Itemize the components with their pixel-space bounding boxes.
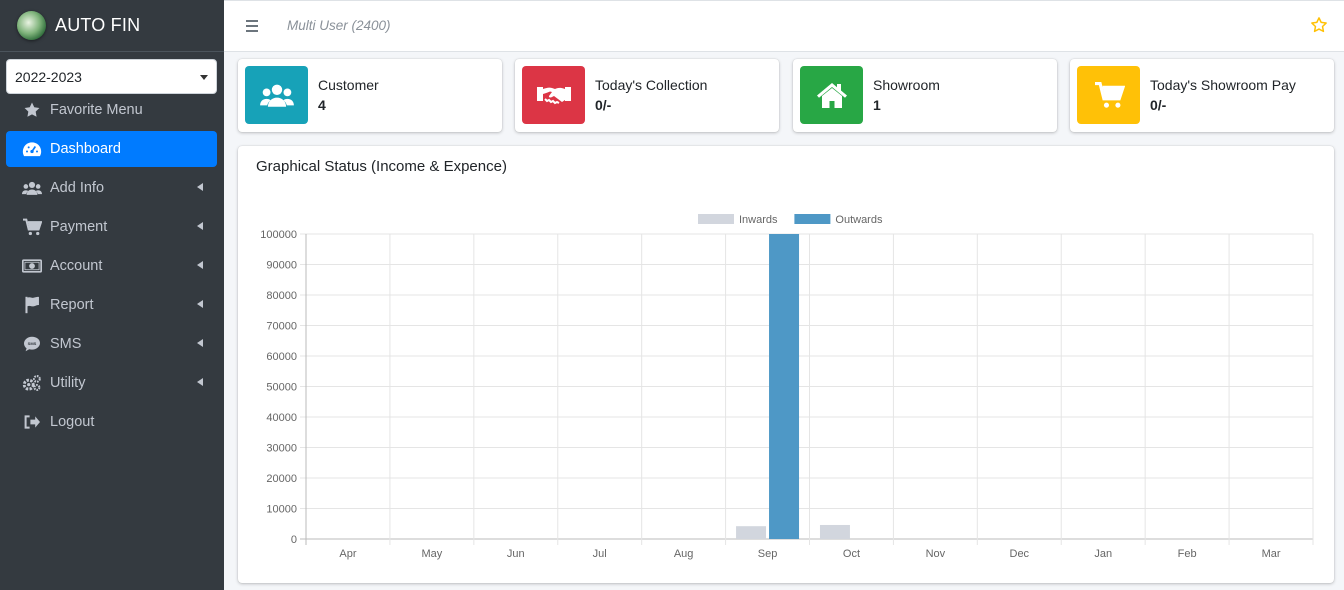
hamburger-menu-icon[interactable] [246,20,258,35]
users-icon [245,66,308,124]
logout-icon [22,412,42,432]
sms-icon: SMS [22,334,42,354]
legend-label: Inwards [739,214,778,226]
x-tick-label: Apr [339,548,356,560]
info-box-label: Customer [318,77,379,93]
users-icon [22,178,42,198]
x-tick-label: Dec [1010,548,1030,560]
y-tick-label: 60000 [266,351,297,363]
sidebar-item-favorite-menu[interactable]: Favorite Menu [6,92,217,128]
graphical-status-card: Graphical Status (Income & Expence) 0 100… [238,146,1334,583]
bar-inwards [819,524,850,539]
star-icon [22,100,42,120]
chevron-left-icon [197,261,203,269]
financial-year-value: 2022-2023 [15,68,82,85]
info-box-value: 4 [318,97,326,113]
x-tick-label: Jun [507,548,525,560]
y-tick-label: 70000 [266,321,297,333]
x-tick-label: Feb [1178,548,1197,560]
brand-logo [17,11,46,40]
y-tick-label: 20000 [266,473,297,485]
chevron-left-icon [197,222,203,230]
chevron-left-icon [197,378,203,386]
dashboard-icon [22,139,42,159]
x-tick-label: Mar [1262,548,1281,560]
cogs-icon [22,373,42,393]
x-tick-label: Jan [1094,548,1112,560]
y-tick-label: 80000 [266,290,297,302]
sidebar-item-label: Favorite Menu [50,102,143,118]
x-tick-label: Jul [593,548,607,560]
info-box-label: Showroom [873,77,940,93]
info-box-value: 0/- [595,97,612,113]
sidebar-item-label: Logout [50,414,95,430]
sidebar-item-label: Account [50,258,103,274]
sidebar-item-account[interactable]: Account [6,248,217,284]
y-tick-label: 50000 [266,382,297,394]
sidebar-nav: Favorite Menu Dashboard Add Info Payment [0,92,224,443]
sidebar-item-report[interactable]: Report [6,287,217,323]
sidebar-item-utility[interactable]: Utility [6,365,217,401]
y-tick-label: 30000 [266,443,297,455]
user-label: Multi User (2400) [287,18,391,33]
y-tick-label: 100000 [260,229,297,241]
sidebar-item-label: SMS [50,336,82,352]
sidebar-item-label: Report [50,297,94,313]
legend-label: Outwards [835,214,883,226]
cart-icon [1077,66,1140,124]
bar-outwards [769,234,800,539]
income-expense-bar-chart: 0 10000 20000 30000 40000 50000 60000 70000 8000… [260,214,1314,560]
info-box-customer[interactable]: Customer 4 [238,59,502,132]
x-tick-label: Nov [926,548,946,560]
chevron-left-icon [197,183,203,191]
sidebar-item-dashboard[interactable]: Dashboard [6,131,217,167]
x-tick-label: Oct [843,548,860,560]
brand-title: AUTO FIN [55,15,141,35]
sidebar: AUTO FIN 2022-2023 Favorite Menu Dashboa… [0,0,224,590]
info-box-value: 1 [873,97,881,113]
sidebar-item-label: Payment [50,219,108,235]
legend-swatch-inwards [698,214,734,224]
sidebar-item-sms[interactable]: SMS SMS [6,326,217,362]
sidebar-item-logout[interactable]: Logout [6,404,217,440]
x-tick-label: Aug [674,548,694,560]
chevron-left-icon [197,300,203,308]
y-tick-label: 10000 [266,504,297,516]
info-box-todays-collection[interactable]: Today's Collection 0/- [515,59,779,132]
info-box-todays-showroom-pay[interactable]: Today's Showroom Pay 0/- [1070,59,1334,132]
card-title: Graphical Status (Income & Expence) [256,158,507,175]
info-box-label: Today's Collection [595,77,708,93]
info-box-label: Today's Showroom Pay [1150,77,1296,93]
sidebar-item-label: Add Info [50,180,105,196]
info-box-value: 0/- [1150,97,1167,113]
cart-icon [22,217,42,237]
y-tick-label: 40000 [266,412,297,424]
financial-year-select[interactable]: 2022-2023 [6,59,217,94]
flag-icon [22,295,42,315]
y-tick-label: 0 [291,534,297,546]
bar-inwards [736,526,767,539]
caret-down-icon [200,75,208,80]
sidebar-item-label: Dashboard [50,141,121,157]
money-icon [22,256,42,276]
x-tick-label: Sep [758,548,778,560]
home-icon [800,66,863,124]
chevron-left-icon [197,339,203,347]
y-tick-label: 90000 [266,260,297,272]
top-navbar: Multi User (2400) [224,0,1344,52]
x-tick-label: May [421,548,442,560]
brand[interactable]: AUTO FIN [0,0,224,52]
svg-text:SMS: SMS [28,341,37,346]
legend-swatch-outwards [794,214,831,224]
sidebar-item-add-info[interactable]: Add Info [6,170,217,206]
handshake-icon [522,66,585,124]
info-box-showroom[interactable]: Showroom 1 [793,59,1057,132]
favorite-star-icon[interactable] [1310,16,1328,34]
sidebar-item-payment[interactable]: Payment [6,209,217,245]
sidebar-item-label: Utility [50,375,86,391]
